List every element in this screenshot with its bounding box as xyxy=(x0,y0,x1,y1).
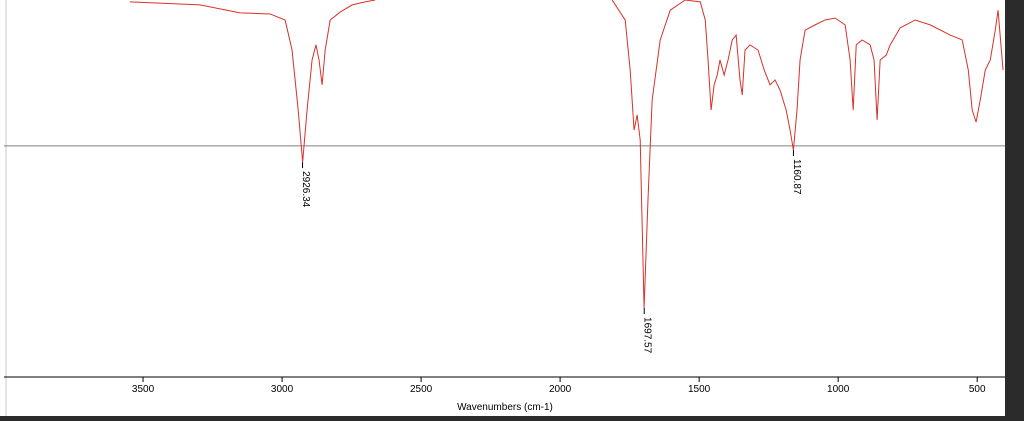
spectrum-line xyxy=(611,0,1004,309)
x-tick-label: 2500 xyxy=(410,384,433,395)
peak-label: 1160.87 xyxy=(791,159,802,195)
x-axis-label: Wavenumbers (cm-1) xyxy=(457,402,553,413)
x-tick-label: 1500 xyxy=(688,384,711,395)
spectrum-line xyxy=(129,0,376,163)
plot-background xyxy=(0,0,1005,416)
x-tick-label: 500 xyxy=(969,384,986,395)
x-tick-label: 3500 xyxy=(132,384,155,395)
x-tick-label: 3000 xyxy=(271,384,294,395)
peak-label: 1697.57 xyxy=(642,317,653,354)
x-tick-label: 2000 xyxy=(549,384,572,395)
peak-label: 2926.34 xyxy=(300,171,311,208)
x-tick-label: 1000 xyxy=(827,384,850,395)
